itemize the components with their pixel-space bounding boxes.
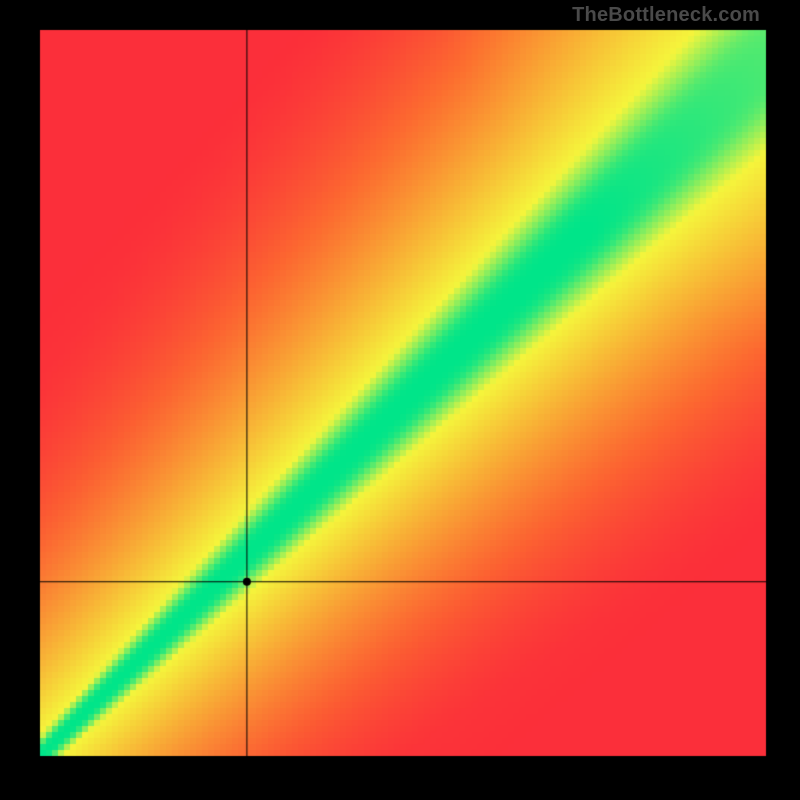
bottleneck-heatmap: [0, 0, 800, 800]
watermark-text: TheBottleneck.com: [572, 4, 760, 27]
chart-container: { "watermark": { "text": "TheBottleneck.…: [0, 0, 800, 800]
